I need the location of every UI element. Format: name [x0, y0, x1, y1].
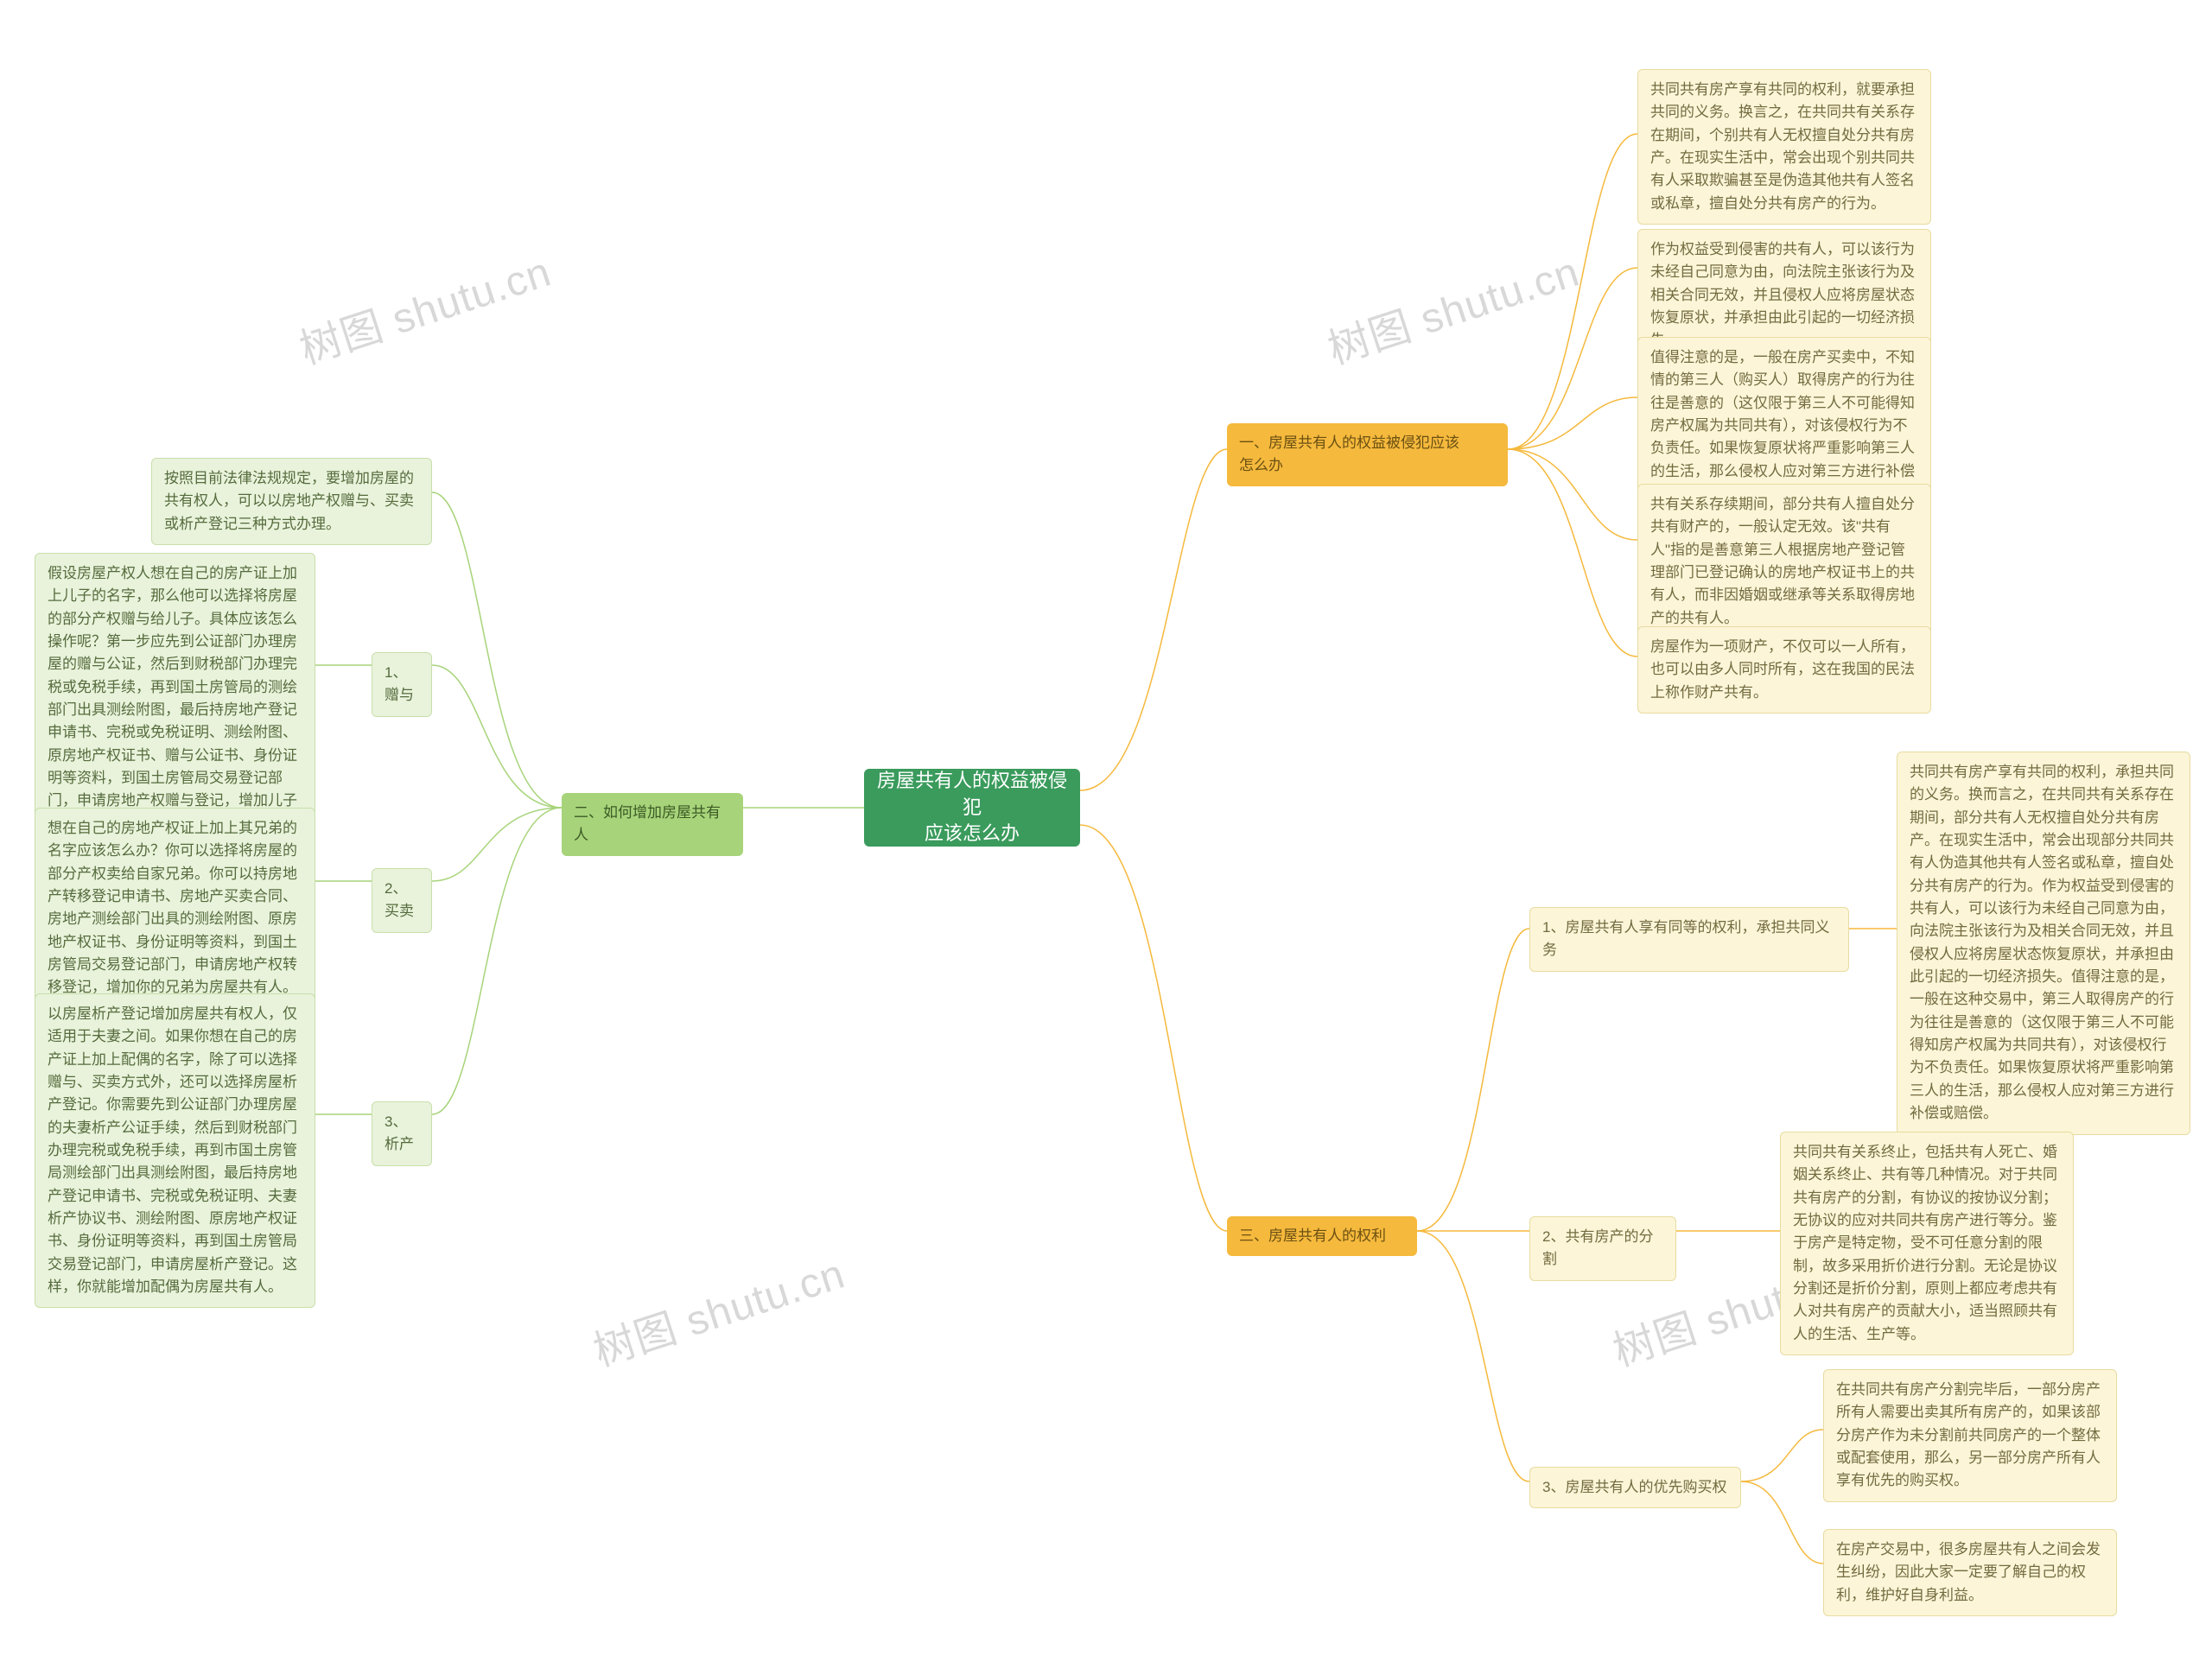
branch-1-leaf: 共有关系存续期间，部分共有人擅自处分共有财产的，一般认定无效。该"共有人"指的是…: [1637, 484, 1931, 639]
branch-1-leaf: 共同共有房产享有共同的权利，就要承担共同的义务。换言之，在共同共有关系存在期间，…: [1637, 69, 1931, 225]
branch-3-sub-3-text-a: 在共同共有房产分割完毕后，一部分房产所有人需要出卖其所有房产的，如果该部分房产作…: [1823, 1369, 2117, 1502]
branch-3-sub-3: 3、房屋共有人的优先购买权: [1529, 1467, 1741, 1508]
branch-3: 三、房屋共有人的权利: [1227, 1216, 1417, 1256]
branch-3-sub-3-text-b: 在房产交易中，很多房屋共有人之间会发生纠纷，因此大家一定要了解自己的权利，维护好…: [1823, 1529, 2117, 1616]
branch-2-sub-1-text: 假设房屋产权人想在自己的房产证上加上儿子的名字，那么他可以选择将房屋的部分产权赠…: [35, 553, 315, 845]
watermark: 树图 shutu.cn: [291, 238, 558, 376]
branch-2-sub-3: 3、析产: [372, 1101, 432, 1166]
branch-2-sub-1: 1、赠与: [372, 652, 432, 717]
root-node: 房屋共有人的权益被侵犯 应该怎么办: [864, 769, 1080, 847]
branch-3-sub-1-text: 共同共有房产享有共同的权利，承担共同的义务。换而言之，在共同共有关系存在期间，部…: [1897, 752, 2190, 1135]
watermark: 树图 shutu.cn: [1319, 238, 1586, 376]
branch-3-sub-2-text: 共同共有关系终止，包括共有人死亡、婚姻关系终止、共有等几种情况。对于共同共有房产…: [1780, 1132, 2074, 1355]
branch-3-sub-1: 1、房屋共有人享有同等的权利，承担共同义务: [1529, 907, 1849, 972]
branch-1: 一、房屋共有人的权益被侵犯应该 怎么办: [1227, 423, 1508, 486]
branch-2-sub-2-text: 想在自己的房地产权证上加上其兄弟的名字应该怎么办？你可以选择将房屋的部分产权卖给…: [35, 808, 315, 1009]
branch-3-sub-2: 2、共有房产的分割: [1529, 1216, 1676, 1281]
branch-2-intro: 按照目前法律法规规定，要增加房屋的共有权人，可以以房地产权赠与、买卖或析产登记三…: [151, 458, 432, 545]
branch-2-sub-3-text: 以房屋析产登记增加房屋共有权人，仅适用于夫妻之间。如果你想在自己的房产证上加上配…: [35, 993, 315, 1308]
watermark: 树图 shutu.cn: [585, 1240, 852, 1378]
branch-1-leaf: 房屋作为一项财产，不仅可以一人所有，也可以由多人同时所有，这在我国的民法上称作财…: [1637, 626, 1931, 714]
branch-2: 二、如何增加房屋共有人: [562, 793, 743, 856]
branch-2-sub-2: 2、买卖: [372, 868, 432, 933]
